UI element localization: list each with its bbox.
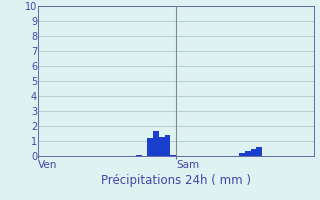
Bar <box>147 138 153 156</box>
Bar <box>239 153 245 156</box>
Bar <box>164 135 170 156</box>
Bar <box>245 151 251 156</box>
X-axis label: Précipitations 24h ( mm ): Précipitations 24h ( mm ) <box>101 174 251 187</box>
Bar <box>251 149 256 156</box>
Bar <box>153 130 159 156</box>
Bar <box>159 137 164 156</box>
Bar <box>170 154 176 156</box>
Bar <box>256 147 262 156</box>
Bar <box>136 154 142 156</box>
